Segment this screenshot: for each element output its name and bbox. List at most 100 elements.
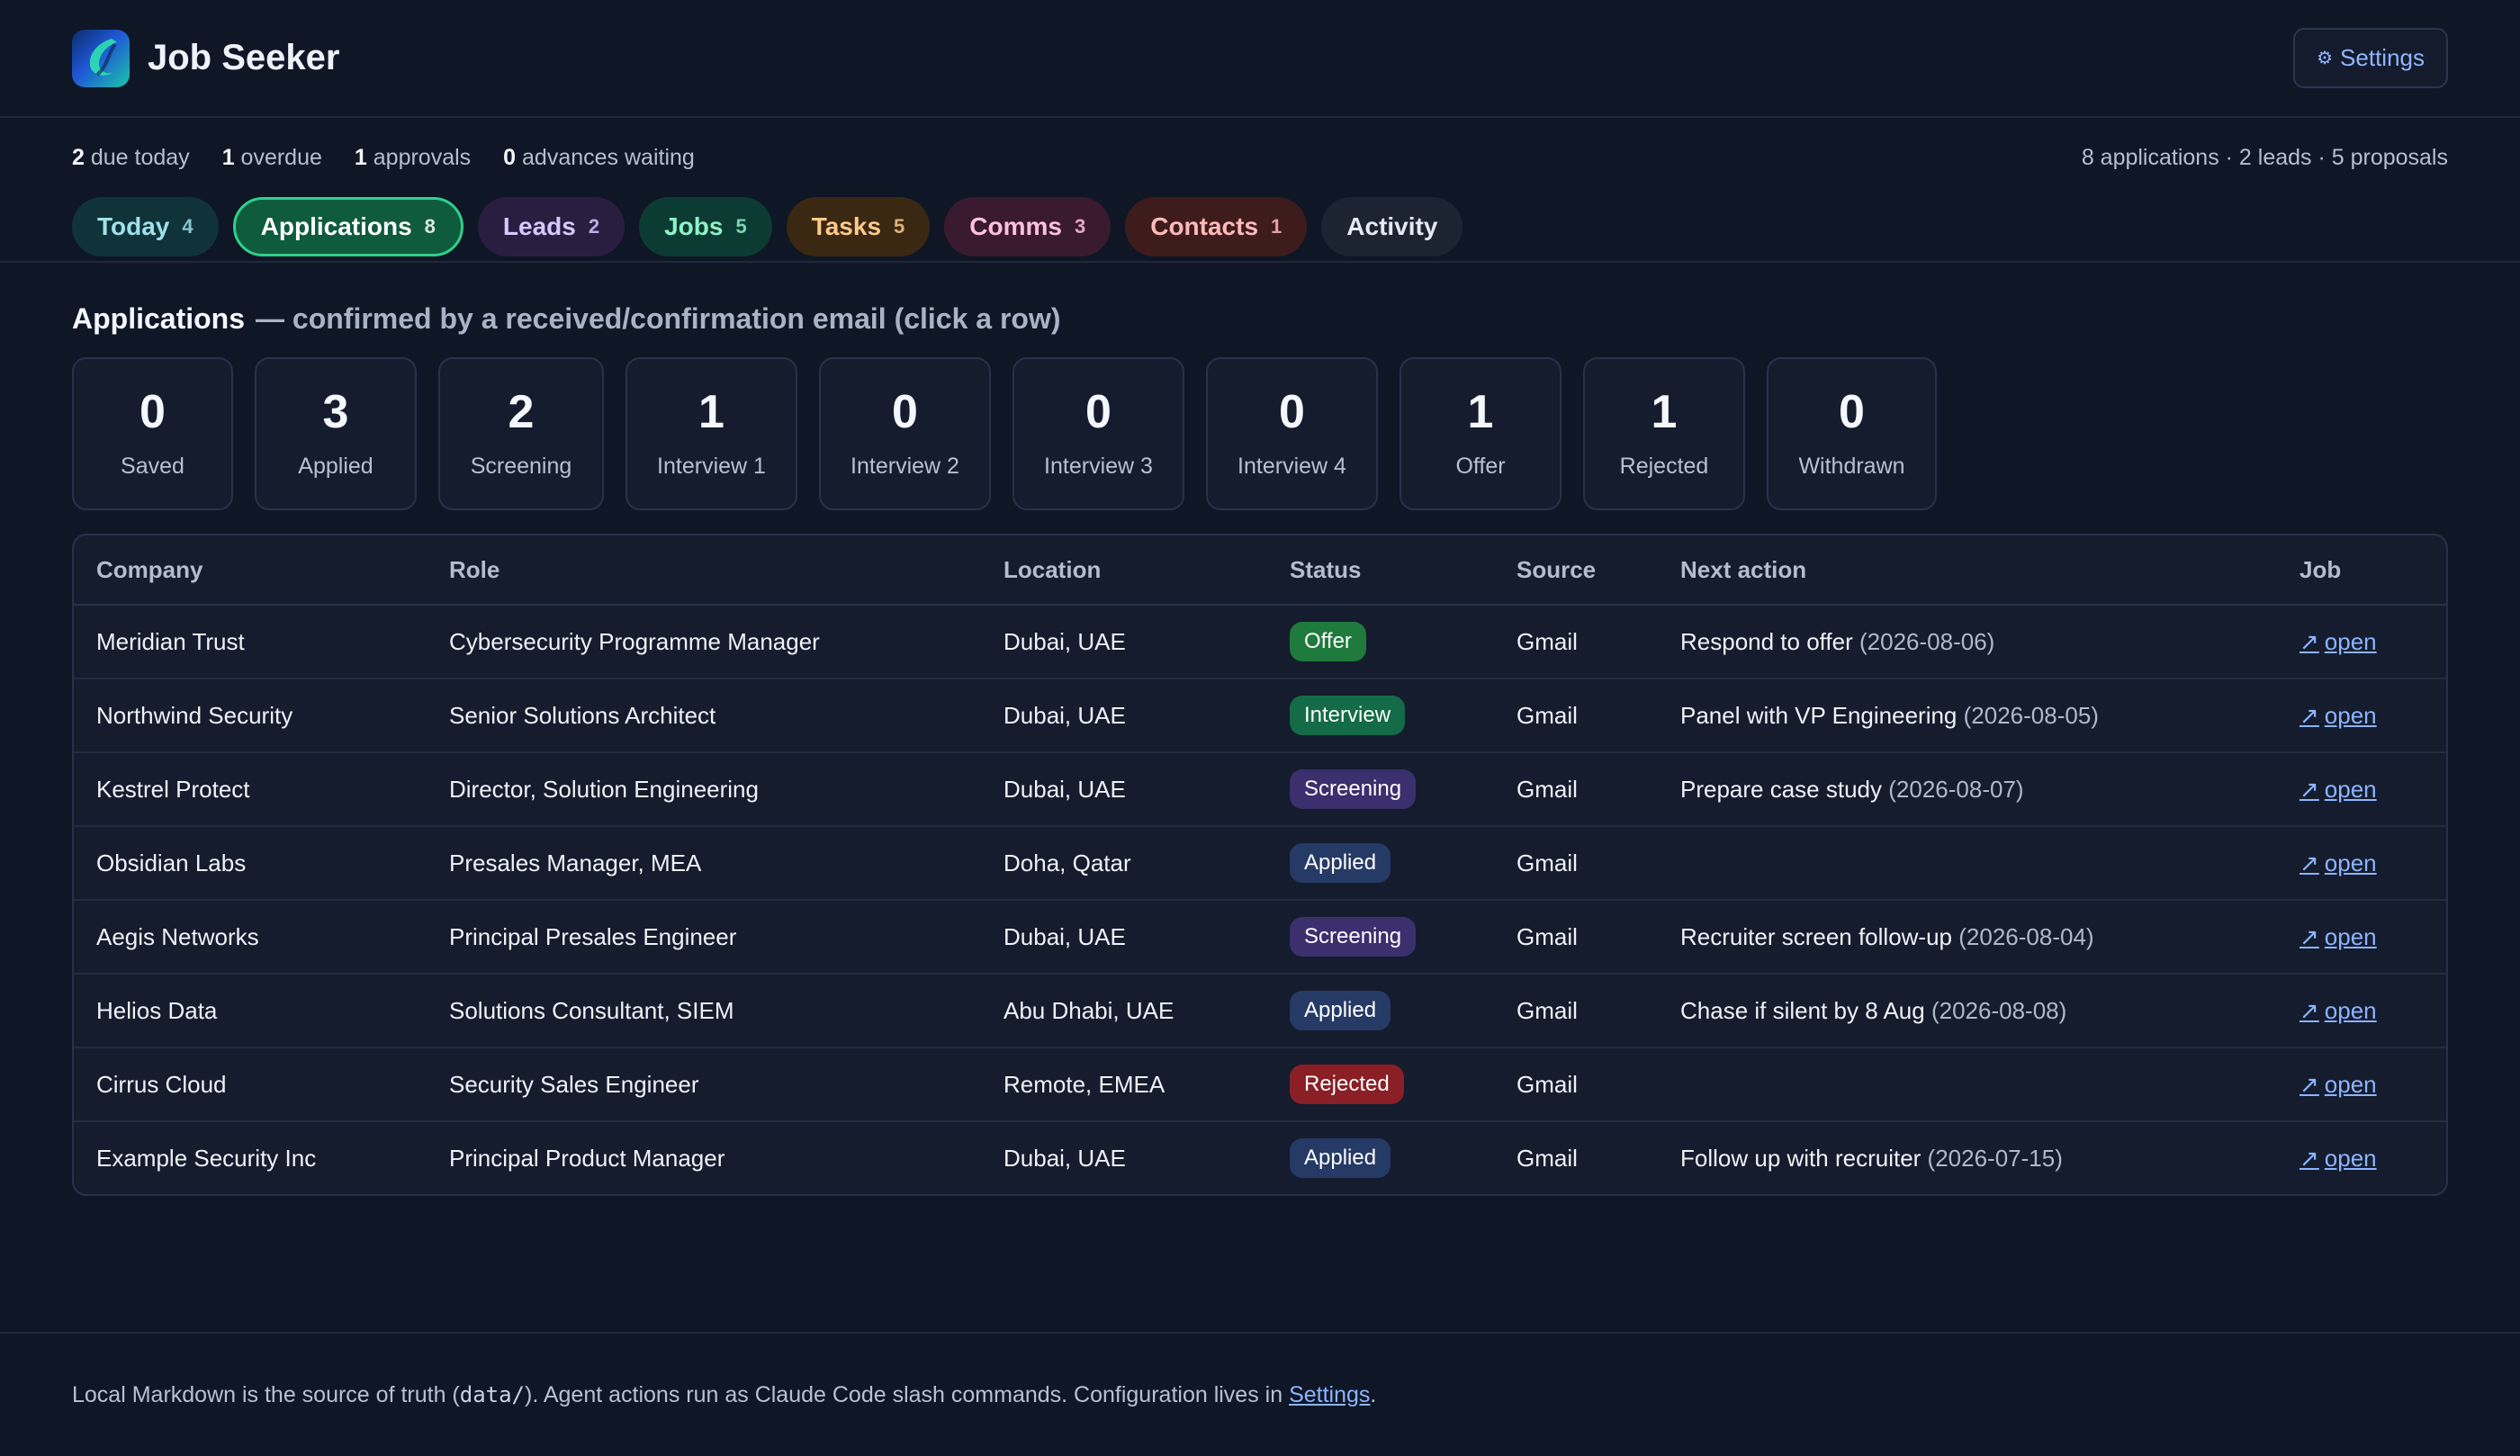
- stat-value: 0: [892, 385, 918, 438]
- stat-card-withdrawn: 0 Withdrawn: [1767, 357, 1937, 510]
- cell-job: ↗ open: [2277, 974, 2446, 1048]
- cell-status: Applied: [1267, 974, 1494, 1048]
- tab-activity[interactable]: Activity: [1321, 197, 1463, 256]
- cell-source: Gmail: [1494, 752, 1658, 827]
- next-action-date: (2026-08-04): [1958, 922, 2094, 950]
- stat-value: 1: [1651, 385, 1678, 438]
- open-label: open: [2324, 627, 2377, 655]
- table-row[interactable]: Cirrus Cloud Security Sales Engineer Remot…: [74, 1047, 2446, 1122]
- tab-today[interactable]: Today 4: [72, 197, 219, 256]
- app-header: Job Seeker ⚙ Settings: [0, 0, 2520, 118]
- cell-job: ↗ open: [2277, 605, 2446, 679]
- tab-comms[interactable]: Comms 3: [944, 197, 1112, 256]
- next-action-text: Respond to offer: [1680, 627, 1853, 655]
- column-header-company[interactable]: Company: [74, 535, 427, 606]
- open-job-link[interactable]: ↗ open: [2300, 776, 2377, 804]
- cell-company: Aegis Networks: [74, 900, 427, 975]
- cell-role: Principal Product Manager: [449, 1144, 725, 1172]
- status-badge: Applied: [1290, 991, 1391, 1030]
- table-row[interactable]: Obsidian Labs Presales Manager, MEA Doha, …: [74, 826, 2446, 901]
- cell-role: Solutions Consultant, SIEM: [427, 974, 981, 1048]
- stat-label: Rejected: [1619, 453, 1709, 479]
- app-title: Job Seeker: [148, 38, 340, 77]
- open-job-link[interactable]: ↗ open: [2300, 997, 2377, 1025]
- tab-label: Leads: [502, 212, 576, 240]
- open-label: open: [2324, 1070, 2377, 1098]
- overdue-summary: 1 overdue: [221, 144, 322, 170]
- tab-label: Contacts: [1150, 212, 1259, 240]
- cell-source: Gmail: [1494, 900, 1658, 975]
- cell-role: Principal Presales Engineer: [427, 900, 981, 975]
- status-badge: Rejected: [1290, 1065, 1404, 1104]
- table-row[interactable]: Northwind Security Senior Solutions Archi…: [74, 679, 2446, 753]
- table-row[interactable]: Example Security Inc Principal Product Ma…: [74, 1121, 2446, 1194]
- totals-summary: 8 applications · 2 leads · 5 proposals: [2081, 144, 2448, 170]
- external-link-icon: ↗: [2300, 1070, 2319, 1098]
- stat-value: 1: [1467, 385, 1494, 438]
- open-job-link[interactable]: ↗ open: [2300, 1145, 2377, 1173]
- column-header-status[interactable]: Status: [1267, 535, 1494, 606]
- section-title: Applications: [72, 302, 246, 335]
- open-job-link[interactable]: ↗ open: [2300, 923, 2377, 951]
- cell-location: Dubai, UAE: [981, 752, 1267, 827]
- tab-label: Comms: [969, 212, 1062, 240]
- tab-count: 1: [1271, 215, 1282, 238]
- open-label: open: [2324, 996, 2377, 1024]
- tab-count: 3: [1074, 215, 1086, 238]
- cell-next-action: Recruiter screen follow-up (2026-08-04): [1658, 900, 2277, 975]
- settings-button[interactable]: ⚙ Settings: [2293, 28, 2448, 88]
- open-job-link[interactable]: ↗ open: [2300, 702, 2377, 730]
- external-link-icon: ↗: [2300, 627, 2319, 655]
- stat-label: Interview 2: [850, 453, 959, 479]
- table-row[interactable]: Aegis Networks Principal Presales Enginee…: [74, 900, 2446, 975]
- cell-status: Screening: [1267, 752, 1494, 827]
- column-header-job[interactable]: Job: [2277, 535, 2446, 606]
- next-action-text: Panel with VP Engineering: [1680, 701, 1958, 729]
- cell-company: Helios Data: [74, 974, 427, 1048]
- cell-location: Doha, Qatar: [981, 826, 1267, 901]
- tab-tasks[interactable]: Tasks 5: [786, 197, 931, 256]
- tab-leads[interactable]: Leads 2: [477, 197, 626, 256]
- next-action-text: Recruiter screen follow-up: [1680, 922, 1953, 950]
- next-action-date: (2026-07-15): [1927, 1144, 2063, 1172]
- footer-note: Local Markdown is the source of truth (d…: [72, 1381, 1377, 1407]
- open-job-link[interactable]: ↗ open: [2300, 628, 2377, 656]
- summary-bar: 2 due today 1 overdue 1 approvals 0 adva…: [0, 118, 2520, 197]
- open-label: open: [2324, 701, 2377, 729]
- column-header-role[interactable]: Role: [427, 535, 981, 606]
- open-job-link[interactable]: ↗ open: [2300, 849, 2377, 877]
- stat-card-applied: 3 Applied: [255, 357, 417, 510]
- tab-count: 2: [588, 215, 600, 238]
- column-header-source[interactable]: Source: [1494, 535, 1658, 606]
- stat-label: Interview 4: [1238, 453, 1346, 479]
- column-header-next-action[interactable]: Next action: [1658, 535, 2277, 606]
- tab-contacts[interactable]: Contacts 1: [1125, 197, 1308, 256]
- table-row[interactable]: Helios Data Solutions Consultant, SIEM Abu…: [74, 974, 2446, 1048]
- approvals-summary: 1 approvals: [354, 144, 472, 170]
- external-link-icon: ↗: [2300, 849, 2319, 876]
- table-row[interactable]: Kestrel Protect Director, Solution Engine…: [74, 752, 2446, 827]
- tab-label: Today: [97, 212, 170, 240]
- cell-company: Obsidian Labs: [74, 826, 427, 901]
- cell-source: Gmail: [1494, 1047, 1658, 1122]
- section-subtitle: — confirmed by a received/confirmation e…: [256, 302, 1061, 335]
- open-label: open: [2324, 1144, 2377, 1172]
- footer: Local Markdown is the source of truth (d…: [0, 1332, 2520, 1456]
- tab-jobs[interactable]: Jobs 5: [639, 197, 772, 256]
- stat-value: 1: [698, 385, 724, 438]
- tab-label: Jobs: [664, 212, 724, 240]
- tab-count: 5: [735, 215, 747, 238]
- cell-company: Example Security Inc: [96, 1144, 317, 1172]
- column-header-location[interactable]: Location: [981, 535, 1267, 606]
- table-row[interactable]: Meridian Trust Cybersecurity Programme Ma…: [74, 605, 2446, 679]
- footer-settings-link[interactable]: Settings: [1289, 1381, 1371, 1407]
- settings-label: Settings: [2340, 44, 2425, 71]
- stat-value: 0: [1279, 385, 1305, 438]
- cell-location: Dubai, UAE: [1004, 1144, 1126, 1172]
- next-action-text: Chase if silent by 8 Aug: [1680, 996, 1925, 1024]
- cell-location: Dubai, UAE: [981, 900, 1267, 975]
- tab-applications[interactable]: Applications 8: [232, 197, 464, 256]
- cell-next-action: Respond to offer (2026-08-06): [1658, 605, 2277, 679]
- cell-status: Offer: [1267, 605, 1494, 679]
- open-job-link[interactable]: ↗ open: [2300, 1071, 2377, 1099]
